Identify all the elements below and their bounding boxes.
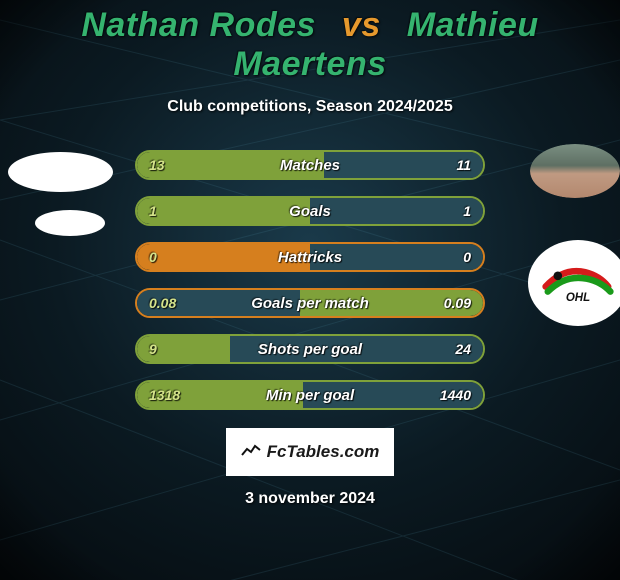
stat-row: 1318 Min per goal 1440 [135, 380, 485, 410]
stats-area: OHL 13Matches111Goals10Hattricks00.08Goa… [0, 150, 620, 410]
stat-bars: 13Matches111Goals10Hattricks00.08Goals p… [135, 150, 485, 410]
stat-value-right: 0 [463, 249, 471, 265]
stat-label: Matches [280, 157, 340, 174]
stat-label: Goals per match [251, 295, 369, 312]
source-badge: FcTables.com [226, 428, 394, 476]
chart-line-icon [241, 443, 261, 462]
vs-label: vs [342, 6, 381, 44]
player1-club-logo [35, 210, 105, 236]
stat-row: 0 Hattricks 0 [135, 242, 485, 272]
stat-value-right: 0.09 [444, 295, 471, 311]
player2-photo-placeholder [530, 144, 620, 198]
player2-club-logo: OHL [528, 240, 620, 326]
player1-avatar [8, 152, 113, 192]
stat-label: Shots per goal [258, 341, 362, 358]
source-text: FcTables.com [267, 442, 380, 462]
footer-date: 3 november 2024 [0, 490, 620, 508]
subtitle: Club competitions, Season 2024/2025 [0, 98, 620, 116]
bar-fill-left [137, 198, 310, 224]
stat-value-left: 0.08 [149, 295, 176, 311]
stat-row: 1 Goals 1 [135, 196, 485, 226]
stat-label: Goals [289, 203, 331, 220]
comparison-card: Nathan Rodes vs Mathieu Maertens Club co… [0, 0, 620, 580]
bar-fill-right [310, 198, 483, 224]
stat-value-right: 11 [456, 157, 471, 173]
stat-value-left: 9 [149, 341, 157, 357]
svg-text:OHL: OHL [566, 292, 590, 304]
stat-label: Hattricks [278, 249, 342, 266]
stat-value-left: 0 [149, 249, 157, 265]
player2-avatar [530, 144, 620, 198]
stat-label: Min per goal [266, 387, 354, 404]
player1-name: Nathan Rodes [81, 6, 316, 44]
stat-value-right: 1 [463, 203, 471, 219]
page-title: Nathan Rodes vs Mathieu Maertens [0, 0, 620, 84]
ohl-logo-icon: OHL [542, 261, 614, 305]
stat-row: 13 Matches 11 [135, 150, 485, 180]
stat-value-left: 1 [149, 203, 157, 219]
stat-row: 0.08 Goals per match 0.09 [135, 288, 485, 318]
stat-value-left: 1318 [149, 387, 180, 403]
stat-value-left: 13 [149, 157, 165, 173]
stat-row: 9 Shots per goal 24 [135, 334, 485, 364]
stat-value-right: 24 [455, 341, 471, 357]
stat-value-right: 1440 [440, 387, 471, 403]
